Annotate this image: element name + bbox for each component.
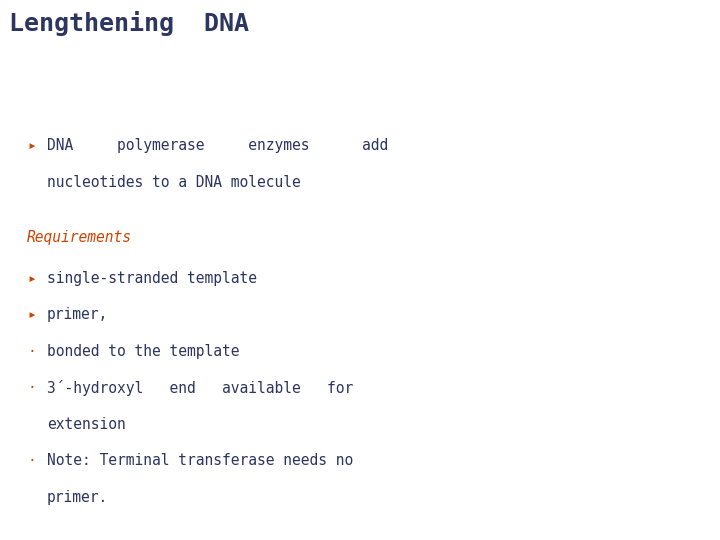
Text: GCCTTTACCT: GCCTTTACCT (518, 365, 579, 375)
Text: primer.: primer. (47, 490, 108, 505)
Text: •: • (592, 426, 596, 432)
Text: 5′: 5′ (510, 210, 521, 219)
Text: Requirements: Requirements (27, 230, 132, 245)
Text: 3′: 3′ (600, 210, 611, 219)
Text: CGGAA: CGGAA (518, 230, 549, 240)
Text: ·: · (27, 380, 36, 395)
Text: single-stranded template: single-stranded template (47, 271, 257, 286)
Text: •: • (592, 433, 596, 438)
Text: GCCTTTACCT: GCCTTTACCT (518, 148, 579, 158)
Text: 5′: 5′ (510, 454, 521, 462)
Text: 5′: 5′ (674, 172, 685, 181)
Text: nucleotides to a DNA molecule: nucleotides to a DNA molecule (47, 175, 301, 190)
Text: ·: · (27, 453, 36, 468)
Text: bonded to the template: bonded to the template (47, 344, 239, 359)
Text: primer,: primer, (47, 307, 108, 322)
Text: DNA     polymerase     enzymes      add: DNA polymerase enzymes add (47, 138, 388, 153)
Text: 3′: 3′ (510, 281, 521, 290)
Text: 3′: 3′ (510, 524, 521, 534)
Text: •: • (592, 420, 596, 426)
Text: ▸: ▸ (27, 271, 36, 286)
Text: ▸: ▸ (27, 307, 36, 322)
Text: CGGAAA: CGGAAA (518, 338, 554, 348)
Text: ·: · (27, 344, 36, 359)
Text: 3′: 3′ (510, 389, 521, 398)
Text: GCCTTTACCT: GCCTTTACCT (518, 500, 579, 510)
Text: 3´-hydroxyl   end   available   for: 3´-hydroxyl end available for (47, 380, 353, 396)
Text: CGGA: CGGA (518, 122, 543, 131)
Text: 5′: 5′ (674, 389, 685, 398)
Text: 5′: 5′ (510, 102, 521, 110)
Text: GCCTTTACCT: GCCTTTACCT (518, 256, 579, 266)
Text: 3′: 3′ (600, 319, 611, 327)
Text: 3′: 3′ (600, 102, 611, 110)
Text: CGGAAATGGA: CGGAAATGGA (518, 474, 579, 483)
Text: 5′: 5′ (674, 524, 685, 534)
Text: 3′: 3′ (510, 172, 521, 181)
Text: 5′: 5′ (510, 319, 521, 327)
Text: extension: extension (47, 417, 125, 432)
Text: 3′: 3′ (600, 454, 611, 462)
Text: Lengthening  DNA: Lengthening DNA (9, 11, 248, 36)
Text: Note: Terminal transferase needs no: Note: Terminal transferase needs no (47, 453, 353, 468)
Text: 5′: 5′ (674, 281, 685, 290)
Text: ▸: ▸ (27, 138, 36, 153)
